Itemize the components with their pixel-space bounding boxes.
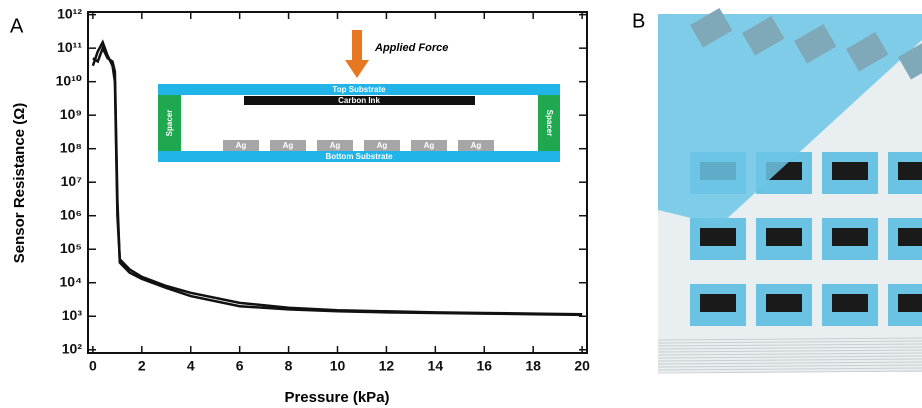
trace bbox=[657, 370, 922, 374]
trace bbox=[657, 340, 922, 344]
plot-frame bbox=[87, 11, 588, 354]
x-tick-label: 18 bbox=[525, 358, 541, 374]
y-tick-label: 10⁶ bbox=[60, 206, 82, 222]
electrode bbox=[411, 140, 447, 151]
sensor-ink bbox=[898, 162, 922, 180]
trace bbox=[657, 355, 922, 359]
arrow-shaft bbox=[352, 30, 362, 62]
bottom-substrate bbox=[158, 151, 560, 162]
x-axis-label: Pressure (kPa) bbox=[284, 389, 389, 406]
y-tick-label: 10¹¹ bbox=[57, 39, 82, 55]
sensor-pad bbox=[846, 32, 889, 72]
sensor-ink bbox=[832, 294, 868, 312]
y-tick-label: 10² bbox=[62, 340, 83, 356]
sensor-pad bbox=[898, 39, 922, 80]
electrode-label: Ag bbox=[471, 141, 482, 150]
electrode-label: Ag bbox=[330, 141, 341, 150]
sensor-ink bbox=[898, 294, 922, 312]
y-tick-label: 10⁷ bbox=[61, 173, 83, 189]
y-axis-label: Sensor Resistance (Ω) bbox=[11, 103, 28, 263]
annotation: Applied Force bbox=[374, 42, 448, 54]
top-substrate bbox=[158, 84, 560, 95]
sensor-ink bbox=[832, 162, 868, 180]
y-tick-label: 10⁹ bbox=[60, 106, 82, 122]
folded-sheet bbox=[658, 14, 922, 225]
trace bbox=[657, 346, 922, 350]
trace bbox=[657, 358, 922, 362]
substrate-label: Bottom Substrate bbox=[325, 152, 393, 161]
y-tick-label: 10³ bbox=[62, 307, 83, 323]
y-tick-label: 10¹⁰ bbox=[56, 72, 82, 88]
carbon-ink bbox=[244, 96, 475, 105]
electrode bbox=[223, 140, 259, 151]
sensor-ink bbox=[700, 294, 736, 312]
x-tick-label: 20 bbox=[574, 358, 590, 374]
sensor-ink bbox=[898, 228, 922, 246]
x-tick-label: 16 bbox=[476, 358, 492, 374]
x-tick-label: 4 bbox=[187, 358, 195, 374]
substrate-label: Top Substrate bbox=[332, 85, 386, 94]
x-tick-label: 0 bbox=[89, 358, 97, 374]
ink-label: Carbon Ink bbox=[338, 96, 380, 105]
x-tick-label: 6 bbox=[236, 358, 244, 374]
sensor-ink bbox=[700, 228, 736, 246]
electrode-label: Ag bbox=[424, 141, 435, 150]
electrode-label: Ag bbox=[377, 141, 388, 150]
electrode bbox=[364, 140, 400, 151]
trace bbox=[657, 349, 922, 353]
trace bbox=[657, 352, 922, 356]
trace bbox=[657, 337, 922, 341]
arrow-head bbox=[345, 60, 369, 78]
panel-label: A bbox=[10, 15, 24, 37]
sensor-ink bbox=[766, 228, 802, 246]
electrode bbox=[458, 140, 494, 151]
electrode-label: Ag bbox=[283, 141, 294, 150]
x-tick-label: 2 bbox=[138, 358, 146, 374]
panel-label: B bbox=[632, 10, 645, 32]
sensor-pad bbox=[690, 8, 733, 48]
spacer-label: Spacer bbox=[545, 110, 554, 137]
x-tick-label: 10 bbox=[330, 358, 346, 374]
x-tick-label: 12 bbox=[379, 358, 395, 374]
sensor-pad bbox=[793, 23, 837, 64]
spacer-label: Spacer bbox=[165, 110, 174, 137]
spacer bbox=[158, 95, 181, 151]
electrode bbox=[317, 140, 353, 151]
trace bbox=[657, 361, 922, 365]
trace bbox=[657, 343, 922, 347]
y-tick-label: 10¹² bbox=[57, 5, 82, 21]
sensor-pad bbox=[742, 15, 785, 56]
sensor-ink bbox=[832, 228, 868, 246]
electrode bbox=[270, 140, 306, 151]
electrode-label: Ag bbox=[236, 141, 247, 150]
trace bbox=[657, 364, 922, 368]
y-tick-label: 10⁴ bbox=[60, 273, 83, 289]
data-line bbox=[91, 39, 583, 316]
trace bbox=[657, 367, 922, 371]
sensor-ink bbox=[766, 294, 802, 312]
x-tick-label: 14 bbox=[428, 358, 444, 374]
photo bbox=[657, 8, 922, 374]
y-tick-label: 10⁸ bbox=[60, 139, 82, 155]
spacer bbox=[538, 95, 560, 151]
y-tick-label: 10⁵ bbox=[60, 240, 82, 256]
x-tick-label: 8 bbox=[285, 358, 293, 374]
data-line bbox=[92, 45, 583, 317]
